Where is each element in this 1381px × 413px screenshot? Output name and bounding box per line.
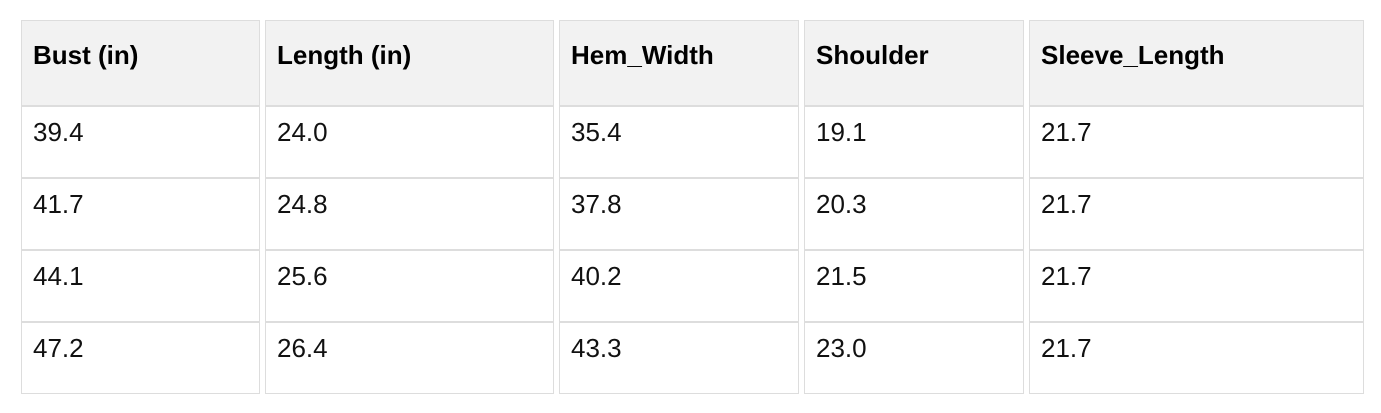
table-cell: 24.8	[265, 178, 554, 250]
table-cell: 40.2	[559, 250, 799, 322]
table-cell: 21.7	[1029, 106, 1364, 178]
table-row: 41.7 24.8 37.8 20.3 21.7	[21, 178, 1364, 250]
size-chart-table: Bust (in) Length (in) Hem_Width Shoulder Sle…	[16, 20, 1369, 394]
table-cell: 44.1	[21, 250, 260, 322]
column-header: Length (in)	[265, 20, 554, 106]
column-header: Sleeve_Length	[1029, 20, 1364, 106]
column-header: Hem_Width	[559, 20, 799, 106]
table-cell: 24.0	[265, 106, 554, 178]
table-cell: 39.4	[21, 106, 260, 178]
table-cell: 25.6	[265, 250, 554, 322]
table-cell: 47.2	[21, 322, 260, 394]
table-cell: 26.4	[265, 322, 554, 394]
header-row: Bust (in) Length (in) Hem_Width Shoulder Sle…	[21, 20, 1364, 106]
table-cell: 35.4	[559, 106, 799, 178]
table-cell: 43.3	[559, 322, 799, 394]
table-row: 44.1 25.6 40.2 21.5 21.7	[21, 250, 1364, 322]
table-cell: 41.7	[21, 178, 260, 250]
table-cell: 21.5	[804, 250, 1024, 322]
table-body: 39.4 24.0 35.4 19.1 21.7 41.7 24.8 37.8 20.3 21.7…	[21, 106, 1364, 394]
column-header: Shoulder	[804, 20, 1024, 106]
table-cell: 21.7	[1029, 178, 1364, 250]
table-cell: 23.0	[804, 322, 1024, 394]
table-cell: 21.7	[1029, 322, 1364, 394]
table-cell: 37.8	[559, 178, 799, 250]
table-cell: 20.3	[804, 178, 1024, 250]
table-row: 47.2 26.4 43.3 23.0 21.7	[21, 322, 1364, 394]
table-cell: 19.1	[804, 106, 1024, 178]
table-cell: 21.7	[1029, 250, 1364, 322]
table-row: 39.4 24.0 35.4 19.1 21.7	[21, 106, 1364, 178]
column-header: Bust (in)	[21, 20, 260, 106]
